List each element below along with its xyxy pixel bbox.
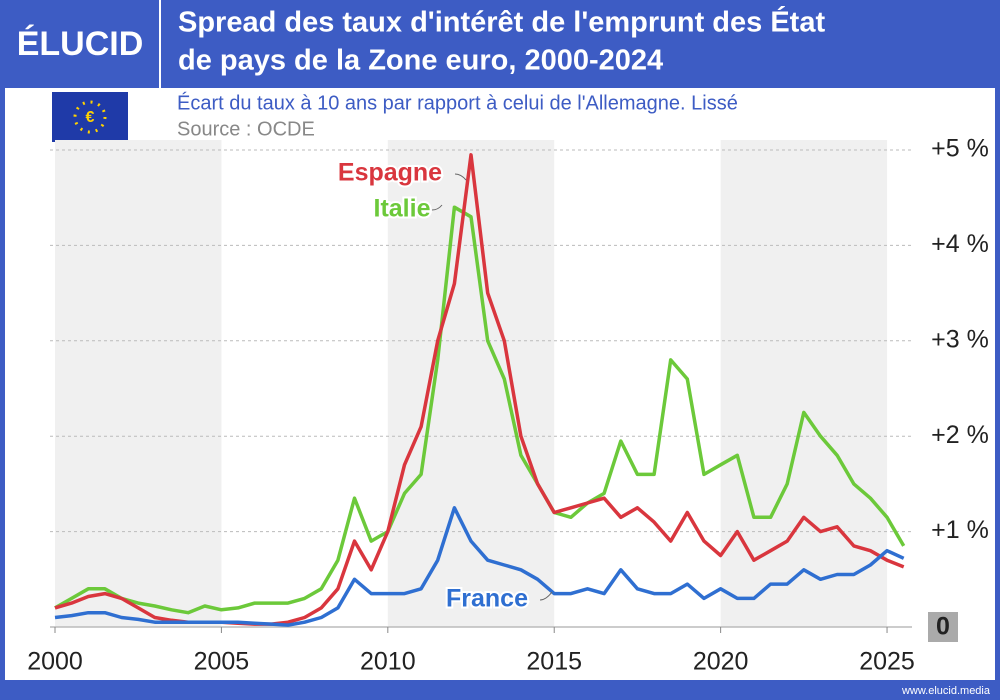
y-tick-label: 0 xyxy=(936,613,950,641)
eu-flag: € xyxy=(52,92,128,142)
band xyxy=(720,140,888,627)
plot: 0 +1 % +2 % +3 % +4 % +5 % 2000 2005 2010 2015 202… xyxy=(27,135,989,676)
x-tick-label: 2010 xyxy=(360,648,416,676)
leader xyxy=(431,204,443,211)
x-tick-label: 2020 xyxy=(693,648,749,676)
series-line xyxy=(54,506,905,627)
flag xyxy=(52,92,128,142)
x-tick-label: 2005 xyxy=(194,648,250,676)
x-tick-label: 2000 xyxy=(27,648,83,676)
y-tick-label: +4 % xyxy=(931,230,989,258)
y-tick-label: +3 % xyxy=(931,325,989,353)
chart-title: de pays de la Zone euro, 2000-2024 xyxy=(178,45,663,77)
euro-sign: € xyxy=(86,109,95,126)
zero-box xyxy=(928,612,958,642)
stars xyxy=(73,100,107,134)
leader xyxy=(539,591,553,601)
chart-title: Spread des taux d'intérêt de l'emprunt d… xyxy=(178,5,825,39)
series-label: Italie xyxy=(374,195,431,223)
band xyxy=(55,140,222,627)
series-line xyxy=(54,205,906,615)
series-label: France xyxy=(446,585,528,613)
brand: ÉLUCID xyxy=(17,25,144,63)
series-label: Espagne xyxy=(338,159,442,187)
x-tick-label: 2025 xyxy=(859,648,915,676)
subtitle: Écart du taux à 10 ans par rapport à cel… xyxy=(177,91,738,114)
x-tick-label: 2015 xyxy=(526,648,582,676)
leader xyxy=(454,173,467,181)
footer: www.elucid.media xyxy=(901,685,991,697)
y-tick-label: +2 % xyxy=(931,421,989,449)
y-tick-label: +5 % xyxy=(931,135,989,163)
source: Source : OCDE xyxy=(177,118,315,140)
y-tick-label: +1 % xyxy=(931,516,989,544)
